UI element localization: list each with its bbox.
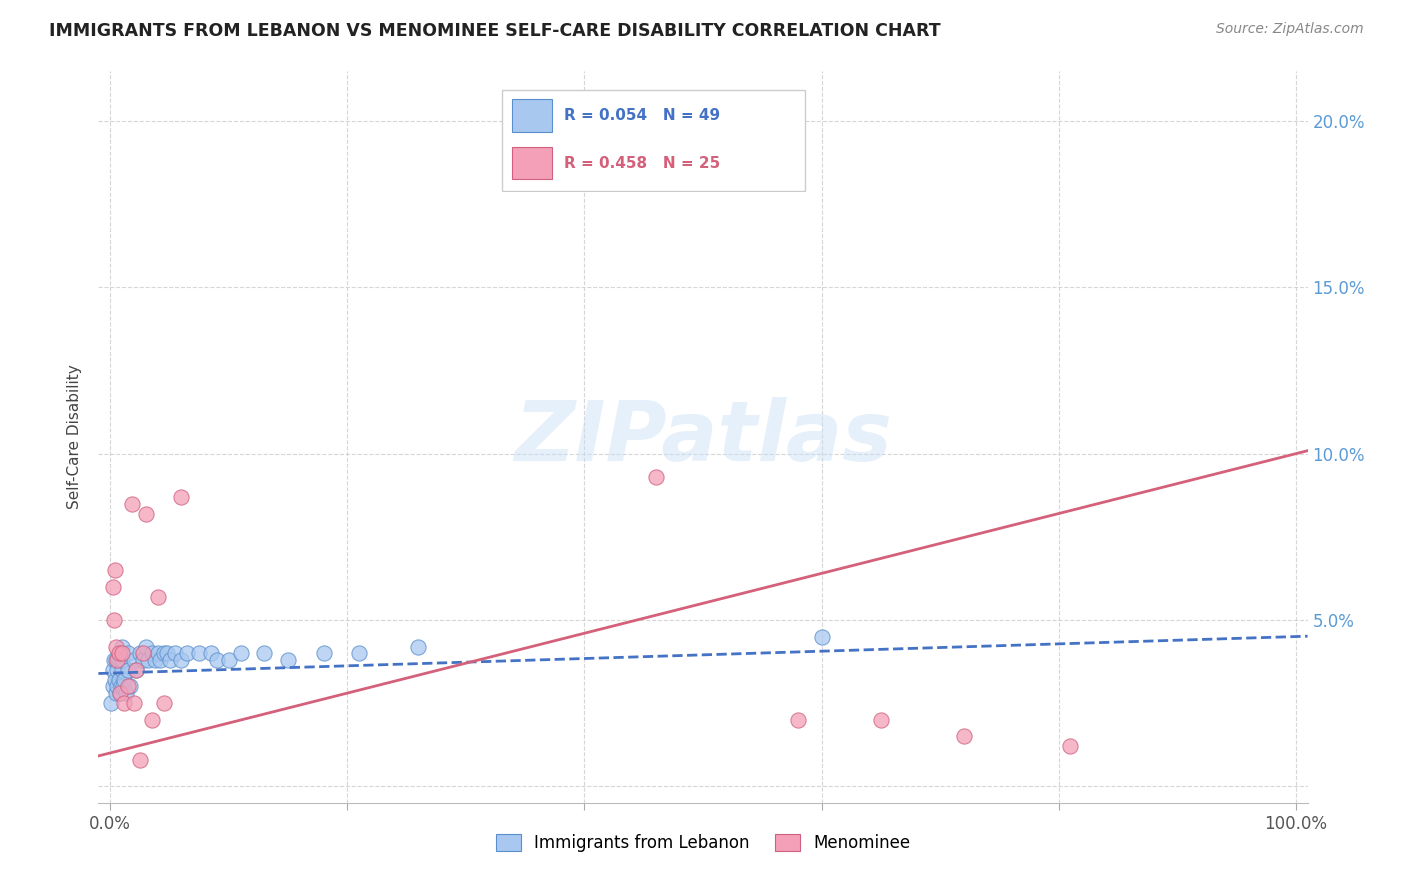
Point <box>114 673 136 687</box>
Point <box>101 680 124 694</box>
Point <box>105 663 128 677</box>
Point <box>200 646 222 660</box>
Point <box>132 646 155 660</box>
Text: ZIPatlas: ZIPatlas <box>515 397 891 477</box>
Point <box>129 646 152 660</box>
Point <box>188 646 211 660</box>
Point <box>107 653 129 667</box>
Point <box>644 470 666 484</box>
Text: Source: ZipAtlas.com: Source: ZipAtlas.com <box>1216 22 1364 37</box>
Point <box>122 696 145 710</box>
Point <box>112 680 135 694</box>
Text: R = 0.054   N = 49: R = 0.054 N = 49 <box>564 108 720 123</box>
Point <box>107 673 129 687</box>
Point <box>810 630 832 644</box>
Point <box>125 663 148 677</box>
Point <box>107 646 129 660</box>
Point <box>218 653 240 667</box>
Point <box>105 653 128 667</box>
Point <box>105 640 128 654</box>
Text: R = 0.458   N = 25: R = 0.458 N = 25 <box>564 155 720 170</box>
Point <box>253 646 276 660</box>
Point <box>117 663 139 677</box>
Point <box>176 646 198 660</box>
Point <box>152 696 174 710</box>
Point <box>125 663 148 677</box>
Point <box>786 713 808 727</box>
Point <box>165 646 187 660</box>
FancyBboxPatch shape <box>512 146 551 179</box>
Point <box>104 673 127 687</box>
Point <box>111 663 134 677</box>
Point <box>105 653 128 667</box>
Point <box>159 653 181 667</box>
Point <box>149 653 172 667</box>
Point <box>143 653 166 667</box>
Point <box>136 653 159 667</box>
Point <box>120 680 142 694</box>
Point <box>869 713 891 727</box>
Point <box>110 680 132 694</box>
Point <box>170 653 193 667</box>
Point <box>111 646 134 660</box>
Point <box>277 653 299 667</box>
Point <box>122 653 145 667</box>
Point <box>146 590 169 604</box>
Point <box>141 713 163 727</box>
Point <box>347 646 370 660</box>
Point <box>111 653 134 667</box>
Point <box>108 686 131 700</box>
FancyBboxPatch shape <box>512 99 551 132</box>
Point <box>312 646 335 660</box>
Point <box>121 497 143 511</box>
Point <box>101 663 124 677</box>
Point <box>156 646 179 660</box>
Text: IMMIGRANTS FROM LEBANON VS MENOMINEE SELF-CARE DISABILITY CORRELATION CHART: IMMIGRANTS FROM LEBANON VS MENOMINEE SEL… <box>49 22 941 40</box>
Point <box>408 640 430 654</box>
Point <box>952 729 974 743</box>
Point <box>135 507 157 521</box>
Legend: Immigrants from Lebanon, Menominee: Immigrants from Lebanon, Menominee <box>488 825 918 860</box>
Point <box>117 680 139 694</box>
Point <box>104 563 127 577</box>
Point <box>114 696 136 710</box>
Point <box>101 580 124 594</box>
Point <box>100 696 122 710</box>
Point <box>132 653 155 667</box>
Point <box>141 646 163 660</box>
Point <box>103 653 125 667</box>
Point <box>117 646 139 660</box>
Point <box>135 640 157 654</box>
Point <box>105 680 128 694</box>
Point <box>129 753 152 767</box>
Point <box>103 613 125 627</box>
Point <box>1059 739 1081 754</box>
Y-axis label: Self-Care Disability: Self-Care Disability <box>67 365 83 509</box>
Point <box>229 646 252 660</box>
Point <box>205 653 228 667</box>
Point <box>108 686 131 700</box>
Point <box>146 646 169 660</box>
Point <box>170 490 193 504</box>
Point <box>105 686 128 700</box>
Point <box>111 640 134 654</box>
Point <box>114 686 136 700</box>
Point <box>152 646 174 660</box>
FancyBboxPatch shape <box>502 90 806 191</box>
